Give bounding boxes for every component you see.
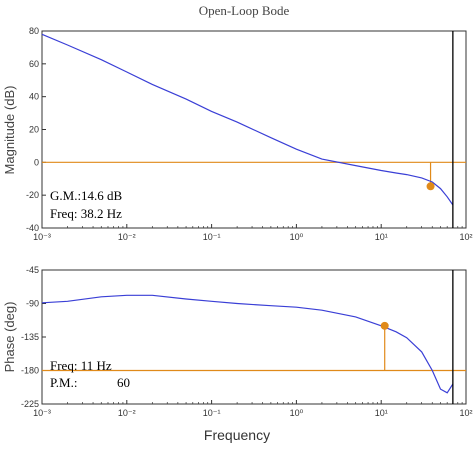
x-axis-label: Frequency	[204, 427, 270, 443]
y-tick-label: 80	[29, 26, 39, 36]
x-tick-label: 10⁰	[290, 408, 304, 418]
phase-margin-value: 60	[117, 375, 130, 390]
x-tick-label: 10¹	[375, 232, 388, 242]
x-tick-label: 10⁻³	[33, 408, 51, 418]
y-tick-label: -180	[21, 366, 39, 376]
y-tick-label: -20	[26, 190, 39, 200]
phase-margin-label: P.M.:	[50, 375, 77, 390]
gain-margin-label: G.M.:14.6 dB	[50, 188, 123, 203]
x-tick-label: 10²	[459, 232, 472, 242]
x-tick-label: 10⁻²	[118, 408, 136, 418]
phase-axes-frame	[41, 269, 467, 405]
magnitude-panel: 80 60 40 20 0 -20 -40 10⁻³ 10⁻² 10⁻¹ 10⁰ 10¹ 10² G.…	[2, 26, 473, 242]
x-tick-label: 10⁻¹	[203, 408, 221, 418]
y-tick-label: -45	[26, 265, 39, 275]
y-tick-label: 40	[29, 92, 39, 102]
x-tick-label: 10¹	[375, 408, 388, 418]
phase-curve	[41, 294, 454, 394]
phase-panel: -45 -90 -135 -180 -225 10⁻³ 10⁻² 10⁻¹ 10⁰ 10¹ 10²…	[2, 265, 473, 418]
phase-margin-marker	[380, 321, 389, 330]
y-tick-label: 0	[34, 157, 39, 167]
phase-axis-label: Phase (deg)	[2, 302, 17, 373]
x-tick-label: 10⁻¹	[203, 232, 221, 242]
y-tick-label: -90	[26, 299, 39, 309]
phase-margin-freq-label: Freq: 11 Hz	[50, 358, 112, 373]
gain-margin-marker	[426, 182, 435, 191]
chart-title: Open-Loop Bode	[199, 3, 290, 18]
x-tick-label: 10²	[459, 408, 472, 418]
y-tick-label: -225	[21, 399, 39, 409]
x-tick-label: 10⁻²	[118, 232, 136, 242]
x-tick-label: 10⁰	[290, 232, 304, 242]
magnitude-curve	[41, 33, 454, 206]
y-tick-label: -135	[21, 332, 39, 342]
gain-margin-freq-label: Freq: 38.2 Hz	[50, 206, 122, 221]
y-tick-label: 60	[29, 59, 39, 69]
magnitude-axis-label: Magnitude (dB)	[2, 86, 17, 175]
x-tick-label: 10⁻³	[33, 232, 51, 242]
y-tick-label: 20	[29, 125, 39, 135]
y-tick-label: -40	[26, 223, 39, 233]
